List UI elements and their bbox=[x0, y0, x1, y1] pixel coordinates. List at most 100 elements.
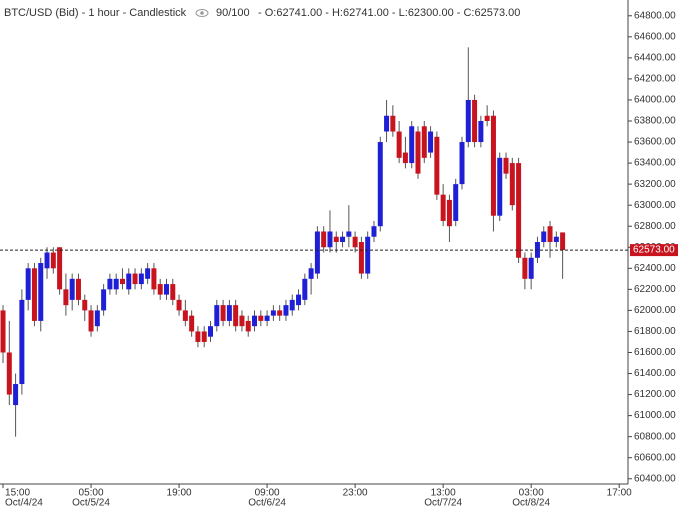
candle-body bbox=[490, 115, 496, 216]
candle-body bbox=[264, 315, 270, 321]
y-tick-label: 64800.00 bbox=[634, 10, 676, 21]
y-tick-label: 61600.00 bbox=[634, 347, 676, 358]
candle-body bbox=[226, 305, 232, 321]
candle-body bbox=[277, 310, 283, 316]
candle-body bbox=[497, 157, 503, 216]
candle-body bbox=[163, 284, 169, 295]
candle-body bbox=[25, 268, 31, 300]
candle-body bbox=[409, 126, 415, 164]
candle-body bbox=[560, 232, 566, 251]
ohlc-readout: - O:62741.00 - H:62741.00 - L:62300.00 -… bbox=[258, 7, 520, 19]
candle-body bbox=[340, 236, 346, 242]
candle-body bbox=[365, 236, 371, 274]
candle-body bbox=[101, 289, 107, 311]
candle-body bbox=[371, 226, 377, 237]
candle-body bbox=[478, 121, 484, 143]
candle-body bbox=[57, 247, 63, 290]
candle-body bbox=[239, 315, 245, 327]
candle-body bbox=[333, 236, 339, 242]
candle-body bbox=[358, 242, 364, 274]
x-tick-date: Oct/6/24 bbox=[248, 498, 286, 509]
last-price-tag bbox=[630, 244, 678, 257]
y-tick-label: 64600.00 bbox=[634, 31, 676, 42]
candle-body bbox=[289, 299, 295, 311]
y-tick-label: 60400.00 bbox=[634, 473, 676, 484]
y-tick-label: 64000.00 bbox=[634, 95, 676, 106]
x-tick-label: 19:00 bbox=[167, 488, 192, 499]
candle-body bbox=[308, 268, 314, 279]
visible-count: 90/100 bbox=[216, 7, 250, 19]
candle-body bbox=[522, 257, 528, 279]
y-tick-label: 62800.00 bbox=[634, 221, 676, 232]
candle-body bbox=[314, 231, 320, 274]
candle-body bbox=[94, 310, 100, 327]
candle-body bbox=[327, 231, 333, 248]
y-tick-label: 61200.00 bbox=[634, 389, 676, 400]
x-tick-label: 15:00 bbox=[5, 488, 30, 499]
candle-body bbox=[195, 331, 201, 342]
y-tick-label: 62400.00 bbox=[634, 263, 676, 274]
y-tick-label: 63800.00 bbox=[634, 116, 676, 127]
header: BTC/USD (Bid) - 1 hour - Candlestick 90/… bbox=[4, 7, 520, 19]
x-tick-date: Oct/7/24 bbox=[424, 498, 462, 509]
candle-body bbox=[428, 131, 434, 153]
candle-body bbox=[201, 331, 207, 342]
candle-body bbox=[252, 315, 258, 327]
candle-body bbox=[384, 115, 390, 132]
y-tick-label: 60800.00 bbox=[634, 431, 676, 442]
candle-body bbox=[107, 278, 113, 290]
candle-body bbox=[415, 131, 421, 174]
candle-body bbox=[459, 142, 465, 185]
candle-body bbox=[69, 278, 75, 300]
candle-body bbox=[145, 268, 151, 279]
candle-body bbox=[208, 326, 214, 337]
candle-body bbox=[31, 268, 37, 321]
y-tick-label: 64400.00 bbox=[634, 53, 676, 64]
candle-body bbox=[50, 252, 56, 269]
candle-body bbox=[38, 263, 44, 321]
candle-body bbox=[176, 299, 182, 311]
x-tick-label: 13:00 bbox=[431, 488, 456, 499]
x-tick-date: Oct/4/24 bbox=[5, 498, 43, 509]
y-tick-label: 63000.00 bbox=[634, 200, 676, 211]
candle-body bbox=[547, 226, 553, 242]
candle-body bbox=[453, 184, 459, 221]
candle-body bbox=[126, 273, 132, 290]
candle-body bbox=[19, 299, 25, 385]
chart-title: BTC/USD (Bid) - 1 hour - Candlestick bbox=[4, 7, 187, 19]
candle-body bbox=[421, 126, 427, 158]
candle-body bbox=[296, 294, 302, 306]
candle-body bbox=[434, 136, 440, 195]
candle-body bbox=[446, 199, 452, 227]
candle-body bbox=[82, 299, 88, 311]
candle-body bbox=[465, 99, 471, 143]
candle-body bbox=[245, 320, 251, 332]
candle-body bbox=[182, 310, 188, 321]
candle-body bbox=[151, 268, 157, 290]
candle-body bbox=[258, 315, 264, 321]
y-tick-label: 61000.00 bbox=[634, 410, 676, 421]
candle-body bbox=[472, 99, 478, 143]
candle-body bbox=[516, 163, 522, 258]
candle-body bbox=[440, 194, 446, 221]
candle-body bbox=[119, 278, 125, 285]
candle-body bbox=[113, 278, 119, 290]
candle-body bbox=[528, 257, 534, 279]
candle-body bbox=[157, 284, 163, 295]
x-tick-date: Oct/5/24 bbox=[72, 498, 110, 509]
candle-body bbox=[220, 305, 226, 321]
candle-body bbox=[541, 231, 547, 242]
candle-body bbox=[233, 305, 239, 327]
y-tick-label: 61800.00 bbox=[634, 326, 676, 337]
candle-body bbox=[132, 273, 138, 285]
candle-body bbox=[63, 289, 69, 306]
candle-body bbox=[270, 310, 276, 316]
candle-body bbox=[6, 352, 12, 395]
candle-body bbox=[0, 310, 6, 353]
x-tick-label: 09:00 bbox=[255, 488, 280, 499]
eye-icon[interactable] bbox=[195, 9, 209, 17]
candle-body bbox=[13, 384, 19, 406]
candle-body bbox=[390, 115, 396, 132]
